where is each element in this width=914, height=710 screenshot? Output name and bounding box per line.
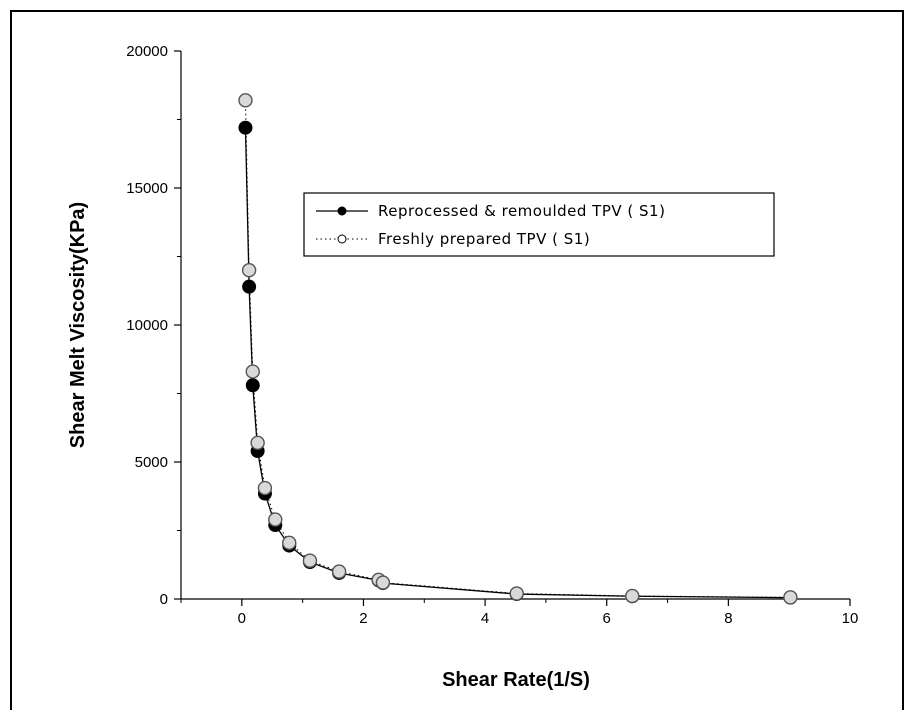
- data-point: [241, 263, 257, 278]
- data-point: [331, 564, 347, 579]
- axes: 0 2 4 6 8 10 0 5000 10000 15000 20000: [126, 43, 858, 627]
- data-point: [509, 586, 524, 601]
- data-point: [245, 378, 260, 393]
- legend: Reprocessed & remoulded TPV ( S1) Freshly…: [303, 192, 775, 257]
- legend-marker: [337, 206, 347, 216]
- y-tick-label: 5000: [135, 454, 168, 471]
- data-point: [238, 120, 253, 135]
- series-layer: [238, 93, 798, 605]
- legend-label: Reprocessed & remoulded TPV ( S1): [378, 202, 665, 220]
- x-tick-label: 4: [481, 610, 489, 627]
- x-tick-label: 6: [603, 610, 611, 627]
- x-tick-label: 8: [724, 610, 732, 627]
- data-point: [282, 535, 297, 551]
- data-point: [245, 364, 260, 379]
- series-line: [244, 100, 791, 598]
- data-point: [250, 435, 265, 451]
- y-tick-label: 20000: [126, 43, 168, 60]
- data-point: [242, 279, 257, 294]
- x-tick-label: 2: [359, 610, 367, 627]
- x-tick-label: 10: [842, 610, 859, 627]
- data-point: [238, 93, 253, 108]
- y-tick-label: 0: [160, 591, 168, 608]
- legend-label: Freshly prepared TPV ( S1): [378, 230, 590, 248]
- data-point: [375, 575, 391, 590]
- data-point: [783, 590, 798, 605]
- y-tick-label: 15000: [126, 180, 168, 197]
- data-point: [257, 480, 273, 496]
- series-2: [238, 93, 798, 605]
- data-point: [625, 588, 640, 604]
- x-axis-title: Shear Rate(1/S): [442, 669, 590, 691]
- y-axis-title: Shear Melt Viscosity(KPa): [67, 202, 89, 448]
- x-tick-label: 0: [238, 610, 246, 627]
- data-point: [268, 512, 283, 527]
- series-line: [244, 127, 791, 599]
- figure-frame: [10, 10, 904, 710]
- legend-marker: [337, 234, 347, 244]
- legend-box: [303, 192, 775, 257]
- data-point: [302, 553, 318, 568]
- y-tick-label: 10000: [126, 317, 168, 334]
